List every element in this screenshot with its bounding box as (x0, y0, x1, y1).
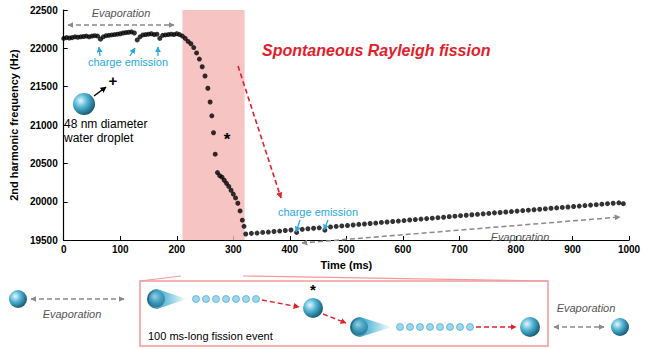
svg-text:900: 900 (564, 244, 581, 255)
svg-text:0: 0 (61, 244, 67, 255)
svg-text:*: * (224, 130, 231, 149)
svg-text:22000: 22000 (30, 43, 58, 54)
svg-text:100: 100 (112, 244, 129, 255)
svg-text:Evaporation: Evaporation (92, 7, 151, 19)
svg-text:20000: 20000 (30, 196, 58, 207)
svg-text:charge emission: charge emission (88, 56, 168, 68)
svg-text:+: + (109, 72, 118, 89)
svg-text:19500: 19500 (30, 235, 58, 246)
svg-text:2nd harmonic frequency (Hz): 2nd harmonic frequency (Hz) (8, 49, 20, 201)
svg-text:100 ms-long fission event: 100 ms-long fission event (148, 330, 273, 342)
svg-text:400: 400 (281, 244, 298, 255)
svg-text:21500: 21500 (30, 81, 58, 92)
svg-text:Spontaneous Rayleigh fission: Spontaneous Rayleigh fission (262, 42, 491, 59)
svg-text:800: 800 (508, 244, 525, 255)
svg-text:700: 700 (451, 244, 468, 255)
svg-text:*: * (310, 281, 316, 298)
svg-text:Evaporation: Evaporation (43, 308, 102, 320)
svg-text:600: 600 (395, 244, 412, 255)
svg-text:charge emission: charge emission (278, 206, 358, 218)
svg-text:300: 300 (225, 244, 242, 255)
svg-text:Evaporation: Evaporation (491, 231, 550, 243)
svg-text:21000: 21000 (30, 120, 58, 131)
svg-text:1000: 1000 (618, 244, 641, 255)
svg-text:500: 500 (338, 244, 355, 255)
svg-text:Evaporation: Evaporation (557, 302, 616, 314)
svg-text:Time (ms): Time (ms) (320, 259, 372, 271)
svg-text:water droplet: water droplet (63, 131, 134, 145)
svg-text:48 nm diameter: 48 nm diameter (64, 117, 147, 131)
svg-text:22500: 22500 (30, 5, 58, 16)
svg-text:20500: 20500 (30, 158, 58, 169)
svg-text:200: 200 (168, 244, 185, 255)
